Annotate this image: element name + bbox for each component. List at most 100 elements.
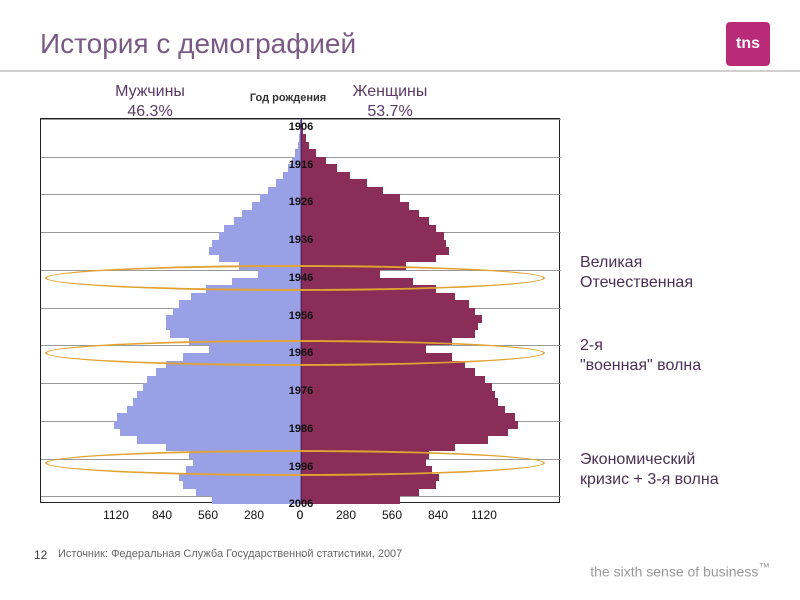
women-bar xyxy=(301,293,455,301)
year-label: 1966 xyxy=(271,347,331,359)
x-tick-label: 280 xyxy=(326,508,366,522)
men-bar xyxy=(239,262,301,270)
population-pyramid-chart: 1906191619261936194619561966197619861996… xyxy=(40,118,560,528)
men-bar xyxy=(209,247,301,255)
men-bar xyxy=(189,451,301,459)
women-bar xyxy=(301,489,419,497)
men-bar xyxy=(276,179,301,187)
x-tick-label: 280 xyxy=(234,508,274,522)
page-number: 12 xyxy=(34,548,47,562)
women-bar xyxy=(301,172,350,180)
year-label: 1956 xyxy=(271,310,331,322)
men-bar xyxy=(166,323,301,331)
men-bar xyxy=(191,293,301,301)
men-bar xyxy=(268,187,301,195)
women-bar xyxy=(301,368,475,376)
women-bar xyxy=(301,474,439,482)
women-bar xyxy=(301,255,436,263)
women-bar xyxy=(301,134,306,142)
women-bar xyxy=(301,444,455,452)
year-column-header: Год рождения xyxy=(238,92,338,104)
women-bar xyxy=(301,285,436,293)
pyramid-row xyxy=(41,134,561,142)
women-bar xyxy=(301,330,475,338)
pyramid-row xyxy=(41,323,561,331)
year-label: 1916 xyxy=(271,159,331,171)
pyramid-row xyxy=(41,489,561,497)
women-bar xyxy=(301,451,429,459)
pyramid-row xyxy=(41,142,561,150)
men-bar xyxy=(242,210,301,218)
pyramid-row xyxy=(41,361,561,369)
pyramid-area: 1906191619261936194619561966197619861996… xyxy=(40,118,560,503)
pyramid-row xyxy=(41,247,561,255)
pyramid-row xyxy=(41,481,561,489)
pyramid-row xyxy=(41,398,561,406)
men-bar xyxy=(234,217,301,225)
pyramid-row xyxy=(41,451,561,459)
men-bar xyxy=(179,300,301,308)
title-underline xyxy=(0,70,800,72)
annotation-label: ВеликаяОтечественная xyxy=(580,253,780,293)
women-bar xyxy=(301,376,485,384)
x-tick-label: 840 xyxy=(418,508,458,522)
pyramid-row xyxy=(41,187,561,195)
women-bar xyxy=(301,210,419,218)
men-bar xyxy=(196,489,301,497)
women-bar xyxy=(301,338,452,346)
pyramid-row xyxy=(41,293,561,301)
pyramid-row xyxy=(41,210,561,218)
pyramid-row xyxy=(41,262,561,270)
men-column-header: Мужчины46.3% xyxy=(100,82,200,122)
footer-tagline: the sixth sense of business™ xyxy=(590,561,770,580)
x-tick-label: 1120 xyxy=(464,508,504,522)
women-column-header: Женщины53.7% xyxy=(340,82,440,122)
men-bar xyxy=(117,413,301,421)
annotation-label: 2-я"военная" волна xyxy=(580,336,780,376)
pyramid-row xyxy=(41,300,561,308)
year-label: 1926 xyxy=(271,196,331,208)
men-bar xyxy=(179,474,301,482)
annotation-label: Экономическийкризис + 3-я волна xyxy=(580,450,780,490)
pyramid-row xyxy=(41,338,561,346)
year-label: 1976 xyxy=(271,385,331,397)
women-bar xyxy=(301,247,449,255)
women-bar xyxy=(301,481,436,489)
women-bar xyxy=(301,406,505,414)
men-bar xyxy=(166,361,301,369)
men-bar xyxy=(166,444,301,452)
x-tick-label: 560 xyxy=(188,508,228,522)
page-title: История с демографией xyxy=(40,28,356,60)
women-bar xyxy=(301,361,465,369)
pyramid-row xyxy=(41,444,561,452)
women-bar xyxy=(301,398,498,406)
men-bar xyxy=(170,330,301,338)
women-bar xyxy=(301,179,367,187)
women-bar xyxy=(301,149,316,157)
men-bar xyxy=(137,436,301,444)
women-bar xyxy=(301,413,515,421)
women-bar xyxy=(301,300,469,308)
pyramid-row xyxy=(41,285,561,293)
year-label: 1946 xyxy=(271,272,331,284)
pyramid-row xyxy=(41,413,561,421)
women-bar xyxy=(301,142,309,150)
women-bar xyxy=(301,436,488,444)
pyramid-row xyxy=(41,368,561,376)
women-bar xyxy=(301,262,406,270)
women-bar xyxy=(301,323,478,331)
pyramid-row xyxy=(41,406,561,414)
pyramid-row xyxy=(41,436,561,444)
year-label: 1906 xyxy=(271,121,331,133)
pyramid-row xyxy=(41,376,561,384)
x-tick-label: 1120 xyxy=(96,508,136,522)
year-label: 1996 xyxy=(271,461,331,473)
pyramid-row xyxy=(41,255,561,263)
pyramid-row xyxy=(41,474,561,482)
pyramid-row xyxy=(41,225,561,233)
men-bar xyxy=(133,398,301,406)
women-bar xyxy=(301,421,518,429)
year-label: 1936 xyxy=(271,234,331,246)
pyramid-row xyxy=(41,149,561,157)
pyramid-row xyxy=(41,217,561,225)
